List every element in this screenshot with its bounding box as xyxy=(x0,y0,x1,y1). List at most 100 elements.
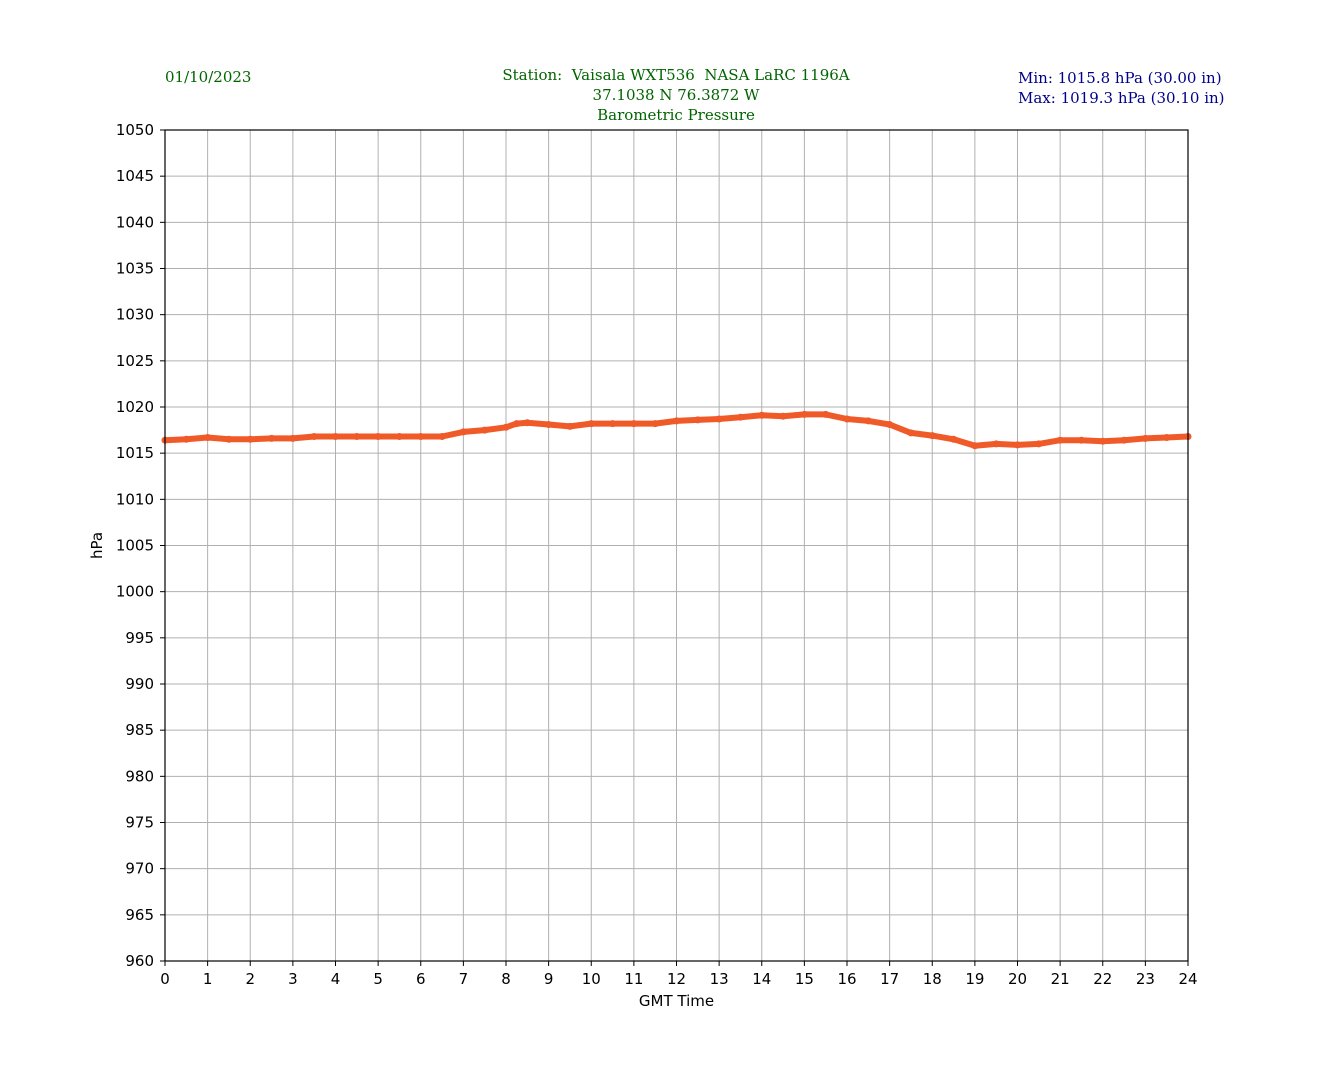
pressure-data-point xyxy=(992,440,1000,448)
pressure-data-point xyxy=(694,416,702,424)
y-tick-label: 1035 xyxy=(116,260,154,278)
min-pressure-line: Min: 1015.8 hPa (30.00 in) xyxy=(1018,69,1222,87)
max-pressure-line: Max: 1019.3 hPa (30.10 in) xyxy=(1018,89,1225,107)
x-tick-label: 19 xyxy=(965,970,984,988)
pressure-data-point xyxy=(587,420,595,428)
grid-layer xyxy=(164,129,1189,962)
y-tick-label: 1030 xyxy=(116,306,154,324)
pressure-data-point xyxy=(779,412,787,420)
pressure-data-point xyxy=(1056,436,1064,444)
pressure-data-point xyxy=(374,433,382,440)
x-tick-label: 4 xyxy=(331,970,341,988)
pressure-data-point xyxy=(950,435,958,443)
tick-layer: 0 1 2 3 4 5 6 7 8 9 10 11 12 13 14 15 16 17 18 19 20 21 22 23 24… xyxy=(116,121,1198,988)
y-tick-label: 1020 xyxy=(116,398,154,416)
y-tick-label: 1025 xyxy=(116,352,154,370)
pressure-data-point xyxy=(843,415,851,423)
y-tick-label: 980 xyxy=(125,767,154,785)
x-tick-label: 7 xyxy=(459,970,469,988)
y-tick-label: 985 xyxy=(125,721,154,739)
x-tick-label: 3 xyxy=(288,970,298,988)
pressure-data-point xyxy=(630,420,638,428)
pressure-data-point xyxy=(502,423,510,431)
pressure-data-point xyxy=(1099,437,1107,445)
pressure-data-point xyxy=(907,429,915,437)
pressure-data-point xyxy=(481,426,489,434)
y-tick-label: 965 xyxy=(125,906,154,924)
pressure-data-point xyxy=(1035,440,1043,448)
pressure-data-point xyxy=(225,435,233,443)
y-tick-label: 960 xyxy=(125,952,154,970)
x-tick-label: 8 xyxy=(501,970,511,988)
pressure-data-point xyxy=(182,435,190,443)
x-tick-label: 10 xyxy=(582,970,601,988)
x-tick-label: 15 xyxy=(795,970,814,988)
pressure-data-point xyxy=(651,420,659,428)
pressure-data-point xyxy=(459,428,467,436)
chart-title-block: Station: Vaisala WXT536 NASA LaRC 1196A … xyxy=(376,65,976,125)
pressure-data-point xyxy=(1077,436,1085,444)
y-tick-label: 1005 xyxy=(116,537,154,555)
pressure-data-point xyxy=(1120,436,1128,444)
pressure-data-point xyxy=(800,410,808,418)
pressure-data-point xyxy=(864,417,872,425)
x-tick-label: 23 xyxy=(1136,970,1155,988)
pressure-data-point xyxy=(523,419,531,427)
y-tick-label: 1000 xyxy=(116,583,154,601)
y-tick-label: 1015 xyxy=(116,444,154,462)
y-axis-label: hPa xyxy=(88,532,106,559)
station-line: Station: Vaisala WXT536 NASA LaRC 1196A xyxy=(502,66,850,84)
x-tick-label: 17 xyxy=(880,970,899,988)
x-tick-label: 18 xyxy=(923,970,942,988)
x-tick-label: 9 xyxy=(544,970,554,988)
date-label: 01/10/2023 xyxy=(165,68,252,86)
pressure-data-point xyxy=(246,435,254,443)
pressure-data-point xyxy=(715,415,723,423)
chart-title: Barometric Pressure xyxy=(597,106,755,124)
x-tick-label: 13 xyxy=(710,970,729,988)
y-tick-label: 990 xyxy=(125,675,154,693)
pressure-data-point xyxy=(736,413,744,421)
pressure-data-point xyxy=(353,433,361,440)
pressure-data-point xyxy=(758,411,766,419)
x-tick-label: 14 xyxy=(752,970,771,988)
coordinates-line: 37.1038 N 76.3872 W xyxy=(592,86,760,104)
pressure-data-point xyxy=(928,432,936,440)
y-tick-label: 1010 xyxy=(116,490,154,508)
x-tick-label: 11 xyxy=(624,970,643,988)
series-layer xyxy=(161,410,1192,450)
x-tick-label: 6 xyxy=(416,970,426,988)
y-tick-label: 1050 xyxy=(116,121,154,139)
y-tick-label: 970 xyxy=(125,860,154,878)
y-tick-label: 1040 xyxy=(116,213,154,231)
x-tick-label: 24 xyxy=(1178,970,1197,988)
pressure-data-point xyxy=(609,420,617,428)
pressure-data-point xyxy=(971,442,979,450)
x-tick-label: 12 xyxy=(667,970,686,988)
pressure-data-point xyxy=(1014,441,1021,449)
min-max-block: Min: 1015.8 hPa (30.00 in) Max: 1019.3 h… xyxy=(1018,68,1225,108)
x-tick-label: 22 xyxy=(1093,970,1112,988)
pressure-data-point xyxy=(310,433,318,440)
pressure-data-point xyxy=(438,433,446,440)
pressure-data-point xyxy=(332,433,339,440)
pressure-data-point xyxy=(1141,434,1149,442)
y-tick-label: 1045 xyxy=(116,167,154,185)
x-tick-label: 1 xyxy=(203,970,213,988)
pressure-data-point xyxy=(886,421,894,428)
pressure-data-point xyxy=(566,422,574,430)
pressure-data-point xyxy=(289,434,297,442)
pressure-series-line xyxy=(162,411,1191,449)
x-axis-label: GMT Time xyxy=(639,992,714,1010)
pressure-data-point xyxy=(545,421,553,428)
x-tick-label: 2 xyxy=(245,970,255,988)
x-tick-label: 16 xyxy=(837,970,856,988)
pressure-data-point xyxy=(822,410,830,418)
pressure-data-point xyxy=(204,434,212,441)
pressure-data-point xyxy=(417,433,425,440)
pressure-data-point xyxy=(395,433,403,440)
pressure-data-point xyxy=(673,417,680,425)
y-tick-label: 975 xyxy=(125,814,154,832)
pressure-data-point xyxy=(268,434,276,442)
